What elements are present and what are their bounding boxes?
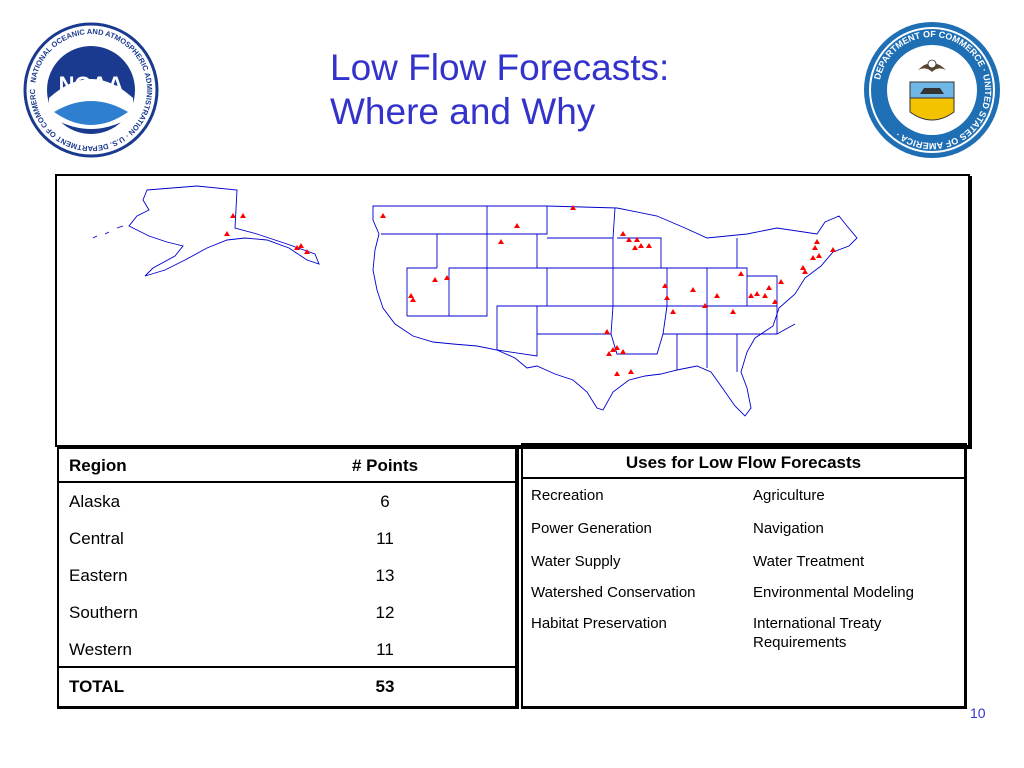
- forecast-point-marker: [570, 205, 576, 210]
- forecast-point-marker: [410, 297, 416, 302]
- forecast-point-marker: [762, 293, 768, 298]
- forecast-point-marker: [498, 239, 504, 244]
- forecast-point-marker: [380, 213, 386, 218]
- forecast-point-marker: [738, 271, 744, 276]
- row-points: 11: [376, 640, 394, 659]
- total-value: 53: [375, 677, 395, 696]
- row-region: Alaska: [69, 492, 121, 511]
- forecast-point-marker: [766, 285, 772, 290]
- use-item: Watershed Conservation: [531, 584, 696, 601]
- points-table-header: Region # Points: [59, 447, 515, 483]
- us-map: [55, 174, 970, 447]
- forecast-point-marker: [634, 237, 640, 242]
- use-item: Power Generation: [531, 520, 652, 537]
- forecast-point-marker: [670, 309, 676, 314]
- forecast-point-marker: [628, 369, 634, 374]
- row-points: 6: [380, 492, 390, 511]
- forecast-point-marker: [230, 213, 236, 218]
- forecast-point-marker: [638, 243, 644, 248]
- forecast-point-marker: [748, 293, 754, 298]
- use-item: International Treaty Requirements: [753, 615, 882, 651]
- row-region: Central: [69, 529, 124, 548]
- forecast-point-marker: [444, 275, 450, 280]
- row-region: Western: [69, 640, 132, 659]
- forecast-point-marker: [814, 239, 820, 244]
- use-item: Water Supply: [531, 553, 621, 570]
- uses-table-header: Uses for Low Flow Forecasts: [523, 445, 964, 479]
- forecast-point-marker: [240, 213, 246, 218]
- forecast-point-marker: [606, 351, 612, 356]
- forecast-point-marker: [714, 293, 720, 298]
- forecast-point-marker: [604, 329, 610, 334]
- use-item: Environmental Modeling: [753, 584, 914, 601]
- use-item: Navigation: [753, 520, 824, 537]
- row-points: 13: [375, 566, 395, 585]
- forecast-point-marker: [702, 303, 708, 308]
- row-points: 12: [375, 603, 395, 622]
- forecast-point-marker: [772, 299, 778, 304]
- commerce-seal: DEPARTMENT OF COMMERCE · UNITED STATES O…: [862, 20, 1002, 160]
- forecast-point-marker: [298, 243, 304, 248]
- forecast-point-marker: [620, 349, 626, 354]
- forecast-point-marker: [778, 279, 784, 284]
- forecast-point-marker: [830, 247, 836, 252]
- forecast-point-marker: [224, 231, 230, 236]
- forecast-point-marker: [812, 245, 818, 250]
- forecast-point-marker: [294, 245, 300, 250]
- forecast-point-marker: [802, 269, 808, 274]
- forecast-point-marker: [800, 265, 806, 270]
- forecast-point-marker: [730, 309, 736, 314]
- forecast-point-marker: [432, 277, 438, 282]
- table-row: Western 11: [59, 631, 515, 668]
- forecast-point-marker: [614, 371, 620, 376]
- table-row: Southern 12: [59, 594, 515, 631]
- forecast-point-marker: [514, 223, 520, 228]
- table-row: Alaska 6: [59, 483, 515, 520]
- forecast-point-marker: [662, 283, 668, 288]
- noaa-logo: NOAA NATIONAL OCEANIC AND ATMOSPHERIC AD…: [19, 13, 160, 160]
- forecast-point-marker: [690, 287, 696, 292]
- use-item: Water Treatment: [753, 553, 865, 570]
- uses-table: Uses for Low Flow Forecasts Recreation P…: [521, 443, 967, 709]
- forecast-point-marker: [620, 231, 626, 236]
- us-map-graphic: [92, 185, 858, 417]
- use-item: Recreation: [531, 487, 604, 504]
- slide-title: Low Flow Forecasts: Where and Why: [330, 46, 669, 134]
- noaa-wordmark: NOAA: [59, 72, 124, 97]
- page-number: 10: [970, 705, 986, 721]
- forecast-point-marker: [626, 237, 632, 242]
- total-label: TOTAL: [69, 677, 125, 696]
- header-region: Region: [69, 456, 127, 475]
- title-line-1: Low Flow Forecasts:: [330, 47, 670, 88]
- forecast-point-marker: [646, 243, 652, 248]
- forecast-point-marker: [754, 291, 760, 296]
- points-table-body: Alaska 6 Central 11 Eastern 13 Southern …: [59, 483, 515, 668]
- total-row: TOTAL 53: [59, 668, 515, 704]
- noaa-logo-icon: NOAA NATIONAL OCEANIC AND ATMOSPHERIC AD…: [19, 13, 159, 158]
- forecast-point-marker: [408, 293, 414, 298]
- forecast-point-marker: [304, 249, 310, 254]
- row-points: 11: [376, 529, 394, 548]
- forecast-point-marker: [816, 253, 822, 258]
- points-by-region-table: Region # Points Alaska 6 Central 11 East…: [57, 445, 519, 709]
- forecast-point-marker: [664, 295, 670, 300]
- use-item: Agriculture: [753, 487, 825, 504]
- header-points: # Points: [351, 456, 419, 475]
- row-region: Eastern: [69, 566, 128, 585]
- table-row: Central 11: [59, 520, 515, 557]
- commerce-seal-icon: DEPARTMENT OF COMMERCE · UNITED STATES O…: [864, 22, 1000, 158]
- forecast-point-marker: [810, 255, 816, 260]
- table-row: Eastern 13: [59, 557, 515, 594]
- forecast-point-marker: [610, 347, 616, 352]
- forecast-point-marker: [632, 245, 638, 250]
- forecast-point-marker: [614, 345, 620, 350]
- title-line-2: Where and Why: [330, 91, 596, 132]
- use-item: Habitat Preservation: [531, 615, 667, 632]
- row-region: Southern: [69, 603, 138, 622]
